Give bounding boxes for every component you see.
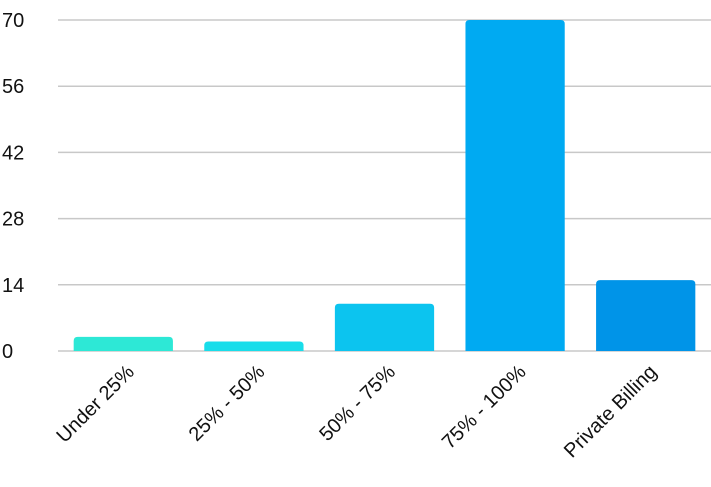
- x-category-label: Private Billing: [560, 361, 661, 462]
- bar-75-100: [465, 20, 565, 351]
- y-tick-label: 28: [2, 209, 24, 231]
- y-axis-ticks: 0 14 28 42 56 70: [2, 10, 24, 363]
- bar-25-50: [204, 341, 304, 351]
- bar-under-25: [73, 336, 173, 351]
- y-tick-label: 0: [2, 341, 13, 363]
- x-axis-labels: Under 25% 25% - 50% 50% - 75% 75% - 100% Pri…: [53, 361, 662, 462]
- y-tick-label: 14: [2, 275, 24, 297]
- x-category-label: 50% - 75%: [315, 361, 400, 446]
- x-category-label: 25% - 50%: [185, 361, 270, 446]
- bar-50-75: [334, 303, 435, 351]
- x-category-label: Under 25%: [53, 361, 139, 447]
- bar-private-billing: [596, 280, 696, 351]
- bars: [73, 20, 696, 351]
- y-tick-label: 42: [2, 142, 24, 164]
- x-category-label: 75% - 100%: [438, 361, 531, 454]
- y-tick-label: 56: [2, 76, 24, 98]
- y-tick-label: 70: [2, 10, 24, 32]
